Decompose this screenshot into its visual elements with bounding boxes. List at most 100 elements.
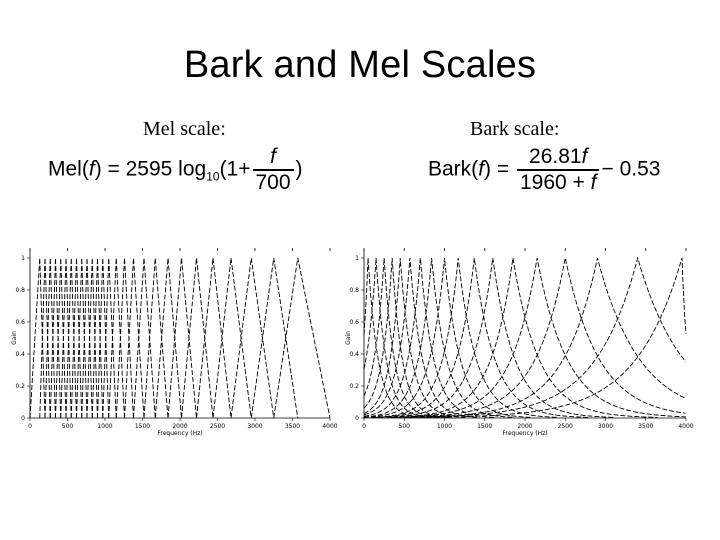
- bark-num-const: 26.81: [529, 145, 582, 168]
- filter-curve: [196, 257, 232, 419]
- mel-scale-label: Mel scale:: [143, 118, 226, 140]
- filter-curve: [44, 257, 56, 419]
- mel-formula-var: f: [88, 157, 95, 181]
- mel-formula-denominator: 700: [255, 171, 291, 194]
- x-tick-label: 2000: [172, 423, 187, 430]
- filter-curve: [408, 257, 687, 418]
- filter-curve: [49, 257, 62, 419]
- filter-curve: [39, 257, 51, 419]
- x-tick-label: 0: [362, 423, 366, 430]
- filter-curve: [363, 257, 515, 418]
- filter-curve: [398, 257, 686, 418]
- x-axis-label: Frequency (Hz): [157, 430, 202, 437]
- filter-curve: [76, 257, 88, 419]
- bark-formula-var: f: [478, 157, 485, 181]
- bark-formula-numerator: 26.81f: [516, 145, 600, 171]
- y-tick-label: 0.8: [349, 287, 359, 294]
- y-tick-label: 0.4: [349, 351, 359, 358]
- y-tick-label: 1: [21, 255, 25, 262]
- bark-den-const: 1960 +: [519, 171, 585, 194]
- filter-curve: [363, 257, 424, 418]
- filter-curve: [108, 257, 125, 419]
- bark-formula-lhs: Bark(: [428, 157, 479, 181]
- x-axis-label: Frequency (Hz): [502, 430, 547, 437]
- filter-curve: [70, 257, 83, 419]
- filter-curve: [81, 257, 93, 419]
- filter-curve: [60, 257, 72, 419]
- bark-formula-fraction: 26.81f 1960 + f: [516, 145, 600, 195]
- filter-curve: [55, 257, 67, 419]
- bark-den-var: f: [590, 171, 597, 194]
- slide-title: Bark and Mel Scales: [183, 44, 537, 86]
- filter-curve: [230, 257, 275, 419]
- x-tick-label: 2500: [558, 423, 573, 430]
- x-tick-label: 3500: [285, 423, 300, 430]
- bark-formula-tail: − 0.53: [601, 157, 661, 181]
- filter-curve: [65, 257, 77, 419]
- x-tick-label: 1000: [437, 423, 452, 430]
- filter-curve: [115, 257, 134, 419]
- mel-filterbank-chart: 0 0.2 0.4 0.6 0.8 1 0 500 1000 1500 2000 2500 3000 35…: [11, 248, 338, 437]
- filter-curve: [373, 257, 589, 418]
- bark-formula-denominator: 1960 + f: [517, 171, 600, 195]
- mel-formula-close: ): [295, 157, 303, 181]
- filter-curve: [426, 257, 687, 418]
- x-tick-label: 1500: [135, 423, 150, 430]
- y-tick-label: 0.2: [15, 383, 25, 390]
- x-tick-label: 1500: [477, 423, 492, 430]
- x-tick-label: 3500: [638, 423, 653, 430]
- y-tick-label: 0.2: [349, 383, 359, 390]
- bark-num-var: f: [581, 145, 588, 168]
- y-axis-label: Gain: [345, 331, 352, 345]
- x-tick-label: 500: [399, 423, 411, 430]
- y-tick-label: 1: [355, 255, 359, 262]
- mel-formula-rhs: ) = 2595 log: [94, 157, 207, 181]
- filter-curve: [91, 257, 104, 419]
- mel-formula-open: (1+: [219, 157, 251, 181]
- x-tick-label: 4000: [322, 423, 337, 430]
- y-tick-label: 0.6: [15, 319, 25, 326]
- x-tick-label: 3000: [247, 423, 262, 430]
- y-tick-label: 0: [21, 415, 25, 422]
- mel-formula-fraction: f 700: [252, 145, 294, 195]
- y-tick-label: 0.4: [15, 351, 25, 358]
- filter-curve: [133, 257, 156, 419]
- filter-curve: [363, 257, 466, 418]
- filter-curve: [363, 257, 433, 418]
- filter-curve: [143, 257, 169, 419]
- filter-curve: [97, 257, 110, 419]
- filter-curve: [102, 257, 117, 419]
- x-tick-label: 3000: [598, 423, 613, 430]
- x-tick-label: 4000: [678, 423, 693, 430]
- filter-curve: [404, 256, 687, 418]
- x-tick-label: 500: [62, 423, 74, 430]
- mel-formula-lhs: Mel(: [48, 157, 89, 181]
- filter-curve: [181, 257, 214, 419]
- y-axis-label: Gain: [11, 331, 18, 345]
- filter-curve: [378, 257, 616, 418]
- filter-curve: [212, 257, 252, 419]
- filter-curve: [370, 257, 559, 418]
- filter-curve: [124, 257, 145, 419]
- bark-formula-rhs: ) =: [484, 157, 510, 181]
- y-tick-label: 0.8: [15, 287, 25, 294]
- x-tick-label: 1000: [97, 423, 112, 430]
- y-tick-label: 0: [355, 415, 359, 422]
- bark-filterbank-chart: 0 0.2 0.4 0.6 0.8 1 0 500 1000 1500 2000 2500 3000 35…: [345, 248, 694, 437]
- filter-curve: [363, 257, 495, 418]
- filter-curve: [392, 257, 686, 418]
- filter-curve: [363, 257, 532, 418]
- y-tick-label: 0.6: [349, 319, 359, 326]
- mel-formula-numerator: f: [252, 145, 294, 171]
- filter-curve: [250, 257, 299, 419]
- mel-formula-sub: 10: [206, 169, 220, 184]
- x-tick-label: 2000: [517, 423, 532, 430]
- mel-formula: Mel(f) = 2595 log10(1+ f 700): [48, 145, 303, 195]
- x-tick-label: 0: [28, 423, 32, 430]
- bark-formula: Bark(f) = 26.81f 1960 + f − 0.53: [428, 145, 660, 195]
- bark-scale-label: Bark scale:: [470, 118, 560, 140]
- filter-curve: [154, 257, 182, 419]
- filter-curve: [390, 257, 658, 418]
- x-tick-label: 2500: [210, 423, 225, 430]
- filter-curve: [29, 257, 46, 419]
